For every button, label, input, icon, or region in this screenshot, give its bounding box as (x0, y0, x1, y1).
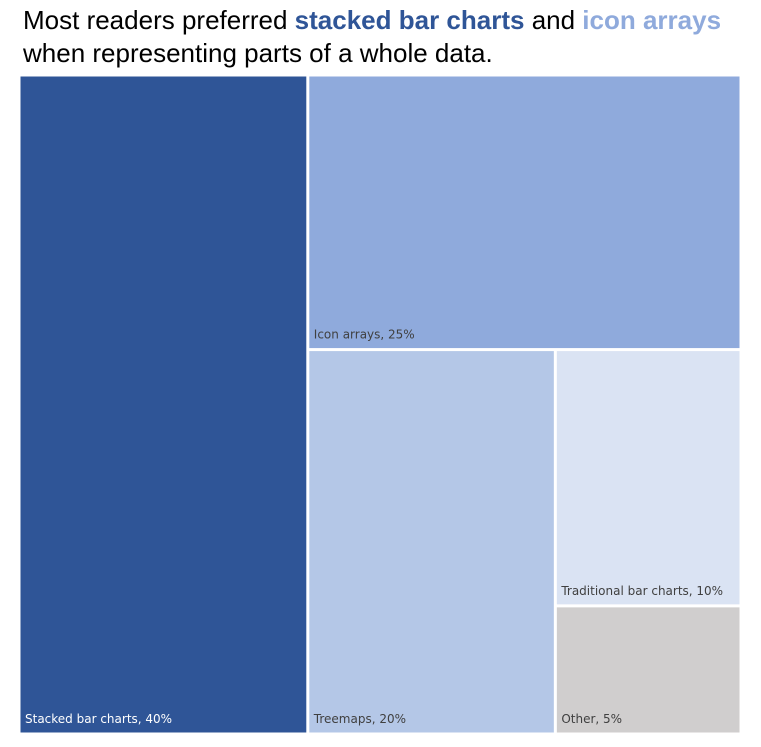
tile-icon-arrays-label: Icon arrays, 25% (314, 328, 415, 342)
title-highlight-icon: icon arrays (582, 5, 722, 35)
tile-stacked-bar-charts-label: Stacked bar charts, 40% (25, 712, 172, 726)
tile-treemaps-label: Treemaps, 20% (313, 712, 406, 726)
tile-stacked-bar-charts (20, 76, 307, 733)
title-text-1: Most readers preferred (23, 5, 295, 35)
tile-other-label: Other, 5% (561, 712, 622, 726)
title-text-3: when representing parts of a whole data. (23, 38, 493, 68)
title-highlight-stacked: stacked bar charts (294, 5, 525, 35)
tile-other (556, 607, 740, 733)
chart-title: Most readers preferred stacked bar chart… (23, 4, 743, 70)
title-text-2: and (524, 5, 583, 35)
tile-icon-arrays (309, 76, 740, 349)
tile-traditional-bar-charts-label: Traditional bar charts, 10% (560, 584, 723, 598)
tile-traditional-bar-charts (556, 351, 740, 605)
tile-treemaps (309, 351, 554, 733)
